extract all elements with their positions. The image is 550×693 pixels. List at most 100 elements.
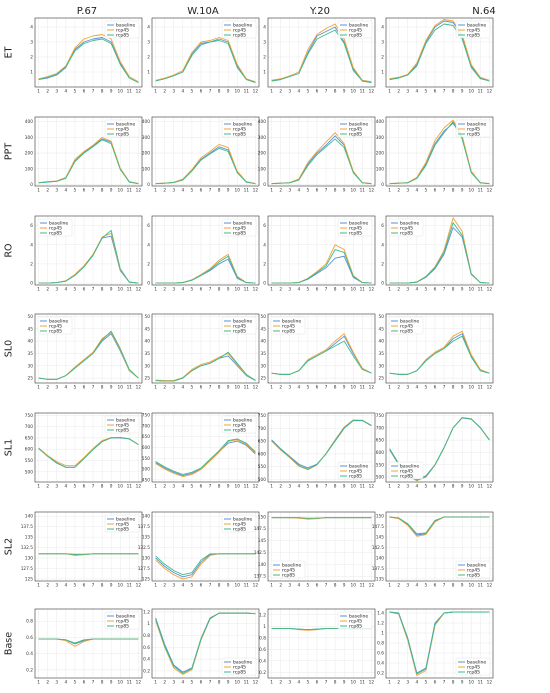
x-tick-label: 6 (83, 188, 86, 194)
x-tick-label: 6 (434, 484, 437, 490)
x-tick-label: 5 (425, 484, 428, 490)
axes-frame (151, 17, 260, 88)
y-tick-label: 6 (263, 223, 266, 229)
legend-label: rcp45 (467, 127, 480, 133)
x-tick-label: 12 (369, 287, 375, 293)
y-tick-label: 200 (376, 151, 384, 157)
x-tick-label: 2 (397, 385, 400, 391)
x-tick-label: 9 (343, 287, 346, 293)
legend-label: rcp85 (400, 231, 413, 237)
series-line-baseline (271, 335, 372, 375)
x-tick-label: 12 (136, 583, 142, 589)
x-tick-label: 10 (235, 385, 241, 391)
x-tick-label: 8 (334, 188, 337, 194)
x-tick-label: 9 (110, 287, 113, 293)
legend-label: rcp85 (282, 329, 295, 335)
x-tick-label: 5 (307, 680, 310, 686)
x-tick-label: 7 (325, 583, 328, 589)
x-tick-label: 4 (64, 89, 67, 95)
y-tick-label: 750 (142, 413, 150, 419)
x-tick-label: 12 (136, 188, 142, 194)
legend-label: baseline (233, 660, 252, 666)
legend-label: rcp85 (467, 573, 480, 579)
x-tick-label: 2 (279, 89, 282, 95)
x-tick-label: 5 (425, 583, 428, 589)
row-label: PPT (4, 143, 15, 160)
x-tick-label: 1 (270, 385, 273, 391)
legend-label: rcp45 (467, 28, 480, 34)
x-tick-label: 11 (244, 385, 250, 391)
x-tick-label: 12 (487, 287, 493, 293)
axes-frame (151, 511, 260, 582)
y-tick-label: 650 (25, 435, 33, 441)
y-tick-label: 500 (376, 475, 384, 481)
panel-sl1-n64: 1 2 3 4 5 6 7 8 9 10 11 12500550600650700750baselin… (376, 412, 494, 490)
y-tick-label: 137.5 (254, 574, 267, 580)
x-tick-label: 12 (369, 188, 375, 194)
x-tick-label: 11 (127, 583, 133, 589)
y-tick-label: 550 (258, 464, 266, 470)
y-tick-label: 150 (376, 514, 384, 520)
x-tick-label: 2 (397, 287, 400, 293)
x-tick-label: 4 (181, 188, 184, 194)
x-tick-label: 5 (191, 188, 194, 194)
y-tick-label: 650 (258, 439, 266, 445)
x-tick-label: 5 (425, 287, 428, 293)
x-tick-label: 8 (452, 188, 455, 194)
x-tick-label: 11 (244, 188, 250, 194)
x-tick-label: 4 (415, 385, 418, 391)
row-label: Base (4, 632, 15, 655)
x-tick-label: 2 (163, 583, 166, 589)
series-line-rcp85 (271, 249, 372, 284)
x-tick-label: 7 (209, 89, 212, 95)
x-tick-label: 8 (101, 188, 104, 194)
x-tick-label: 7 (209, 583, 212, 589)
legend-label: rcp45 (116, 28, 129, 34)
y-tick-label: 0.8 (26, 619, 33, 625)
y-tick-label: 1.2 (259, 612, 266, 618)
y-tick-label: 1.2 (143, 609, 150, 615)
x-tick-label: 7 (209, 680, 212, 686)
axes-frame (34, 511, 143, 582)
y-tick-label: 147.5 (372, 524, 385, 530)
legend-label: rcp85 (349, 474, 362, 480)
panel-base-n64: 1 2 3 4 5 6 7 8 9 10 11 120.20.40.60.811.21.4baseli… (377, 608, 494, 686)
x-tick-label: 11 (360, 188, 366, 194)
series-line-rcp85 (38, 38, 139, 83)
legend-label: rcp45 (282, 324, 295, 330)
x-tick-label: 2 (397, 484, 400, 490)
series-line-rcp45 (38, 232, 139, 284)
y-tick-label: 700 (142, 423, 150, 429)
axes-frame (151, 313, 260, 384)
legend-label: rcp85 (467, 132, 480, 138)
axes-frame (267, 116, 376, 187)
y-tick-label: 100 (258, 166, 266, 172)
y-tick-label: 35 (28, 351, 34, 357)
y-tick-label: 650 (376, 438, 384, 444)
x-tick-label: 1 (154, 484, 157, 490)
y-tick-label: 30 (28, 363, 34, 369)
x-tick-label: 4 (415, 484, 418, 490)
legend-label: baseline (233, 517, 252, 523)
y-tick-label: 0.2 (377, 671, 384, 677)
y-tick-label: 750 (258, 413, 266, 419)
x-tick-label: 12 (487, 188, 493, 194)
x-tick-label: 5 (307, 385, 310, 391)
y-tick-label: 750 (376, 413, 384, 419)
y-tick-label: 200 (25, 151, 33, 157)
x-tick-label: 5 (74, 89, 77, 95)
x-tick-label: 3 (55, 583, 58, 589)
x-tick-label: 8 (452, 287, 455, 293)
legend-label: rcp85 (349, 132, 362, 138)
x-tick-label: 8 (101, 583, 104, 589)
x-tick-label: 3 (406, 385, 409, 391)
y-tick-label: 0.6 (143, 645, 150, 651)
y-tick-label: 142.5 (372, 545, 385, 551)
x-tick-label: 12 (253, 385, 259, 391)
